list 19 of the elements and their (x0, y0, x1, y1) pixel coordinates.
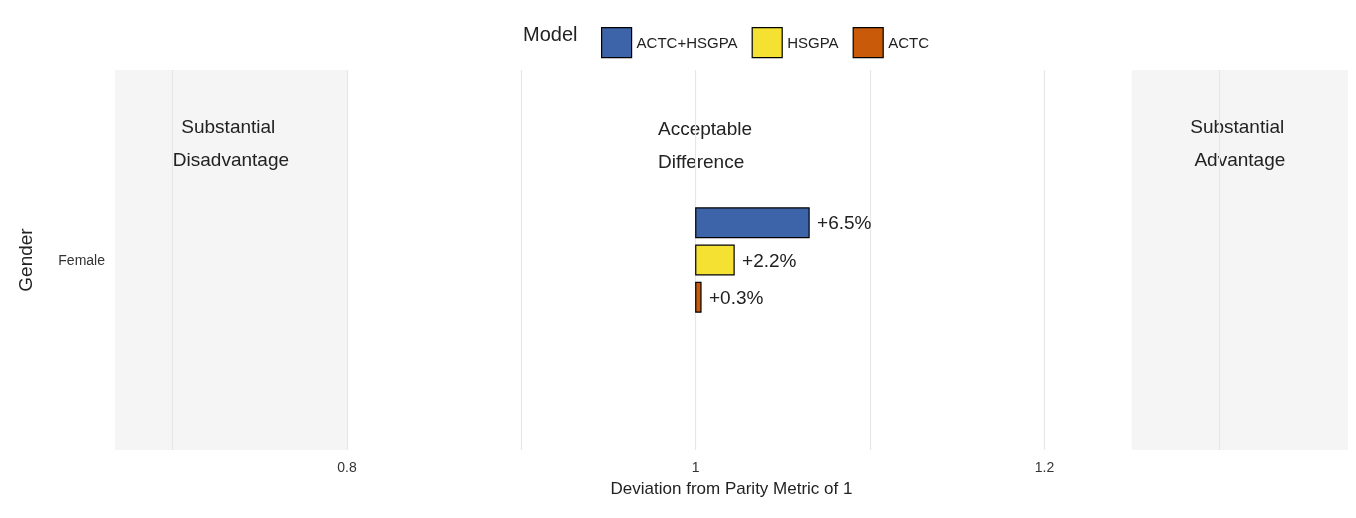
x-tick-label: 0.8 (337, 459, 357, 475)
legend-label: ACTC (888, 34, 930, 52)
bar (695, 207, 810, 239)
band-label: Substantial Disadvantage (172, 116, 290, 170)
data-label: +6.5% (817, 212, 872, 234)
legend-label: HSGPA (787, 34, 839, 52)
data-label: +0.3% (708, 286, 764, 308)
x-axis-title: Deviation from Parity Metric of 1 (610, 479, 853, 498)
annotation: Acceptable Difference (658, 118, 758, 172)
legend-title: Model (523, 23, 578, 45)
legend-label: ACTC+HSGPA (636, 34, 738, 52)
data-label: +2.2% (742, 249, 797, 271)
x-tick-label: 1.2 (1034, 459, 1055, 475)
bar (695, 244, 735, 276)
x-tick-label: 1 (691, 459, 700, 475)
band-label: Substantial Advantage (1190, 116, 1290, 170)
y-tick-label: Female (58, 252, 106, 268)
bar (695, 281, 702, 313)
y-axis-title: Gender (15, 227, 36, 292)
